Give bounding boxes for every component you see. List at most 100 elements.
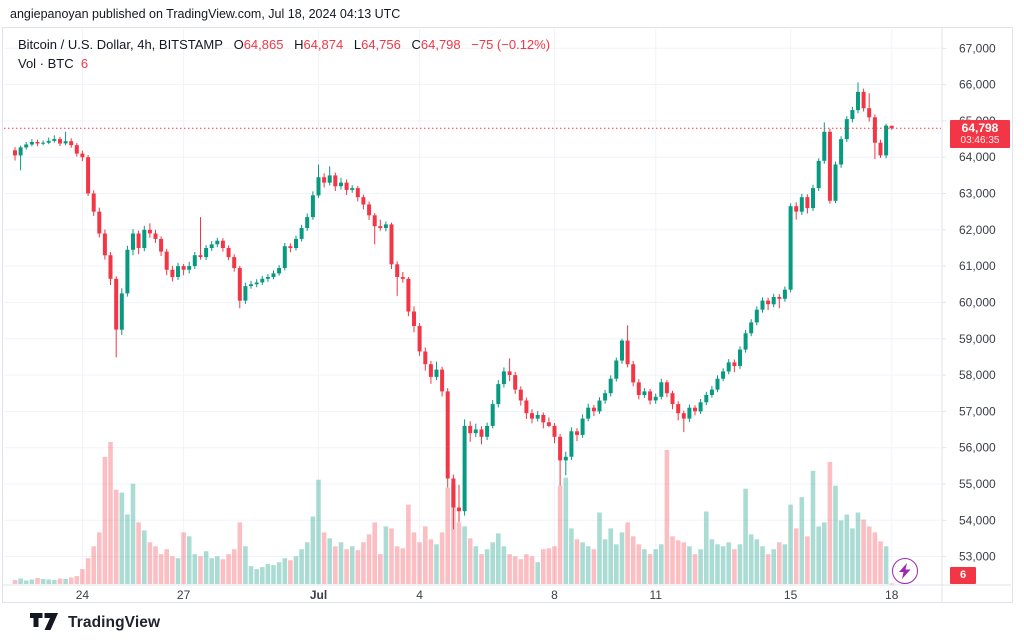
candle[interactable] [339, 177, 343, 190]
candle[interactable] [738, 346, 742, 369]
candle[interactable] [501, 367, 506, 388]
candle[interactable] [563, 451, 568, 476]
chart-surface[interactable]: 67,00066,00065,00064,00063,00062,00061,0… [3, 28, 1012, 602]
candle[interactable] [726, 359, 731, 375]
candle[interactable] [799, 193, 804, 215]
instant-publish-button[interactable] [892, 558, 918, 584]
candle[interactable] [676, 401, 681, 421]
candle[interactable] [277, 265, 282, 276]
candle[interactable] [102, 229, 107, 260]
candle[interactable] [355, 185, 360, 202]
candle[interactable] [614, 357, 619, 382]
candle[interactable] [794, 202, 799, 220]
candle[interactable] [721, 368, 726, 382]
candle[interactable] [558, 433, 563, 486]
candle[interactable] [479, 426, 484, 445]
candle[interactable] [299, 224, 304, 242]
candle[interactable] [693, 405, 697, 416]
candle[interactable] [754, 306, 759, 326]
candle[interactable] [861, 88, 866, 112]
candle[interactable] [535, 411, 540, 422]
candle[interactable] [260, 275, 265, 285]
candle[interactable] [681, 410, 686, 433]
candle[interactable] [833, 161, 838, 204]
candle[interactable] [586, 403, 591, 422]
candle[interactable] [378, 219, 383, 231]
candle[interactable] [428, 360, 433, 384]
candle[interactable] [187, 261, 192, 274]
candle[interactable] [142, 225, 147, 252]
candle[interactable] [591, 404, 596, 417]
price-axis[interactable]: 67,00066,00065,00064,00063,00062,00061,0… [942, 41, 996, 564]
candle[interactable] [350, 185, 355, 193]
candle[interactable] [507, 358, 512, 382]
candle[interactable] [63, 131, 68, 146]
candle[interactable] [648, 388, 653, 405]
candle[interactable] [653, 393, 658, 404]
candle[interactable] [383, 221, 388, 232]
candle[interactable] [220, 238, 225, 252]
candle[interactable] [782, 286, 787, 302]
candle[interactable] [294, 235, 298, 251]
candle[interactable] [524, 397, 529, 419]
candle[interactable] [749, 319, 754, 337]
candle[interactable] [215, 237, 220, 248]
candle[interactable] [192, 252, 197, 269]
candle[interactable] [249, 281, 253, 289]
candle[interactable] [771, 293, 776, 308]
candle[interactable] [80, 150, 85, 162]
candle[interactable] [204, 245, 209, 260]
candle[interactable] [620, 338, 624, 364]
candle[interactable] [367, 201, 372, 221]
candle[interactable] [777, 294, 782, 309]
candle[interactable] [372, 213, 377, 245]
candle[interactable] [69, 138, 74, 148]
candle[interactable] [282, 242, 287, 271]
candle[interactable] [412, 306, 416, 333]
candle[interactable] [35, 139, 40, 147]
candle[interactable] [687, 404, 692, 422]
candle[interactable] [490, 400, 495, 429]
candle[interactable] [333, 172, 338, 192]
candle[interactable] [131, 229, 135, 256]
candle[interactable] [243, 282, 248, 304]
candle[interactable] [462, 419, 467, 516]
candle[interactable] [288, 243, 293, 253]
candle[interactable] [468, 421, 473, 442]
candle[interactable] [839, 136, 844, 168]
candle[interactable] [164, 248, 169, 276]
candle[interactable] [46, 137, 51, 145]
candle[interactable] [232, 254, 237, 272]
candle[interactable] [344, 179, 349, 195]
candle[interactable] [198, 217, 203, 260]
candle[interactable] [327, 166, 332, 186]
candle[interactable] [575, 428, 579, 442]
candle[interactable] [322, 173, 327, 188]
candle[interactable] [541, 412, 546, 429]
candle[interactable] [86, 155, 91, 197]
candle[interactable] [878, 139, 883, 158]
candle[interactable] [159, 236, 164, 256]
candle[interactable] [147, 223, 152, 238]
candle[interactable] [305, 213, 310, 231]
candle[interactable] [125, 245, 130, 297]
candle[interactable] [518, 386, 523, 406]
candle[interactable] [181, 264, 186, 276]
candle[interactable] [97, 207, 102, 238]
candle[interactable] [704, 391, 709, 406]
candle[interactable] [631, 360, 636, 387]
candle[interactable] [872, 114, 877, 159]
candle[interactable] [226, 245, 231, 261]
candle[interactable] [457, 484, 461, 523]
candle[interactable] [417, 323, 422, 356]
candle[interactable] [114, 276, 119, 358]
candle[interactable] [715, 375, 720, 393]
candle[interactable] [170, 265, 175, 282]
candle[interactable] [58, 136, 62, 146]
tradingview-attribution[interactable]: TradingView [30, 613, 160, 632]
candle[interactable] [485, 422, 490, 441]
candle[interactable] [74, 143, 79, 157]
candle[interactable] [176, 262, 180, 280]
candle[interactable] [608, 375, 613, 397]
candle[interactable] [597, 397, 602, 414]
